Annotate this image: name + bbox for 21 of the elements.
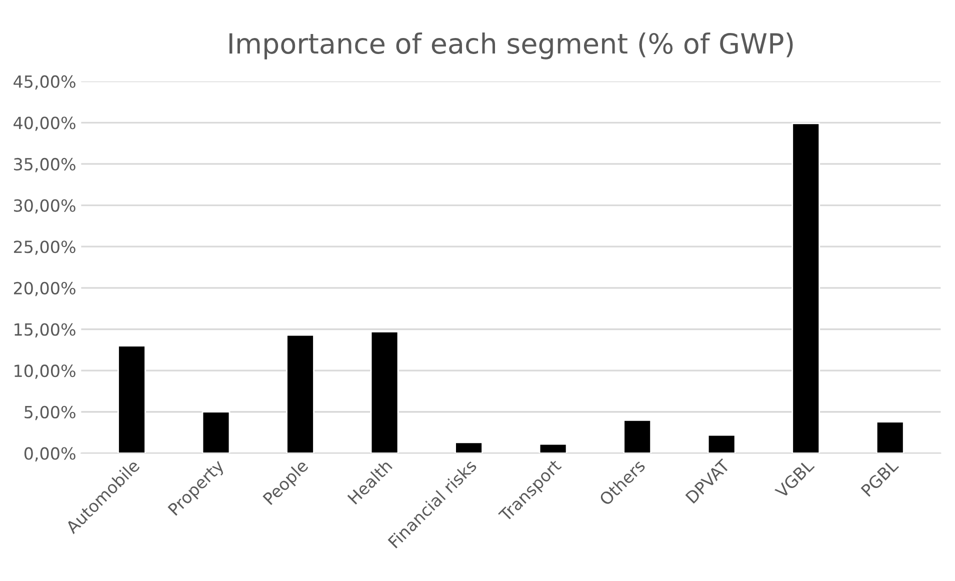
- bar: [792, 122, 820, 454]
- y-tick-label: 35,00%: [14, 158, 76, 172]
- y-tick-label: 10,00%: [14, 364, 76, 379]
- chart-title: Importance of each segment (% of GWP): [229, 32, 793, 60]
- y-tick-label: 45,00%: [14, 75, 76, 90]
- y-tick-label: 30,00%: [14, 199, 76, 214]
- y-tick-label: 20,00%: [14, 282, 76, 296]
- y-tick-label: 5,00%: [24, 406, 76, 420]
- y-tick-label: 25,00%: [14, 240, 76, 255]
- bar: [286, 334, 314, 454]
- bar: [876, 421, 904, 454]
- bar: [118, 345, 146, 454]
- bar: [370, 331, 399, 454]
- y-tick-label: 0,00%: [24, 447, 76, 462]
- bar: [707, 434, 736, 454]
- bar: [538, 443, 568, 454]
- y-tick-label: 40,00%: [14, 116, 76, 131]
- bar: [454, 442, 483, 454]
- bar: [623, 419, 652, 454]
- y-tick-label: 15,00%: [14, 323, 76, 338]
- bar: [202, 411, 230, 454]
